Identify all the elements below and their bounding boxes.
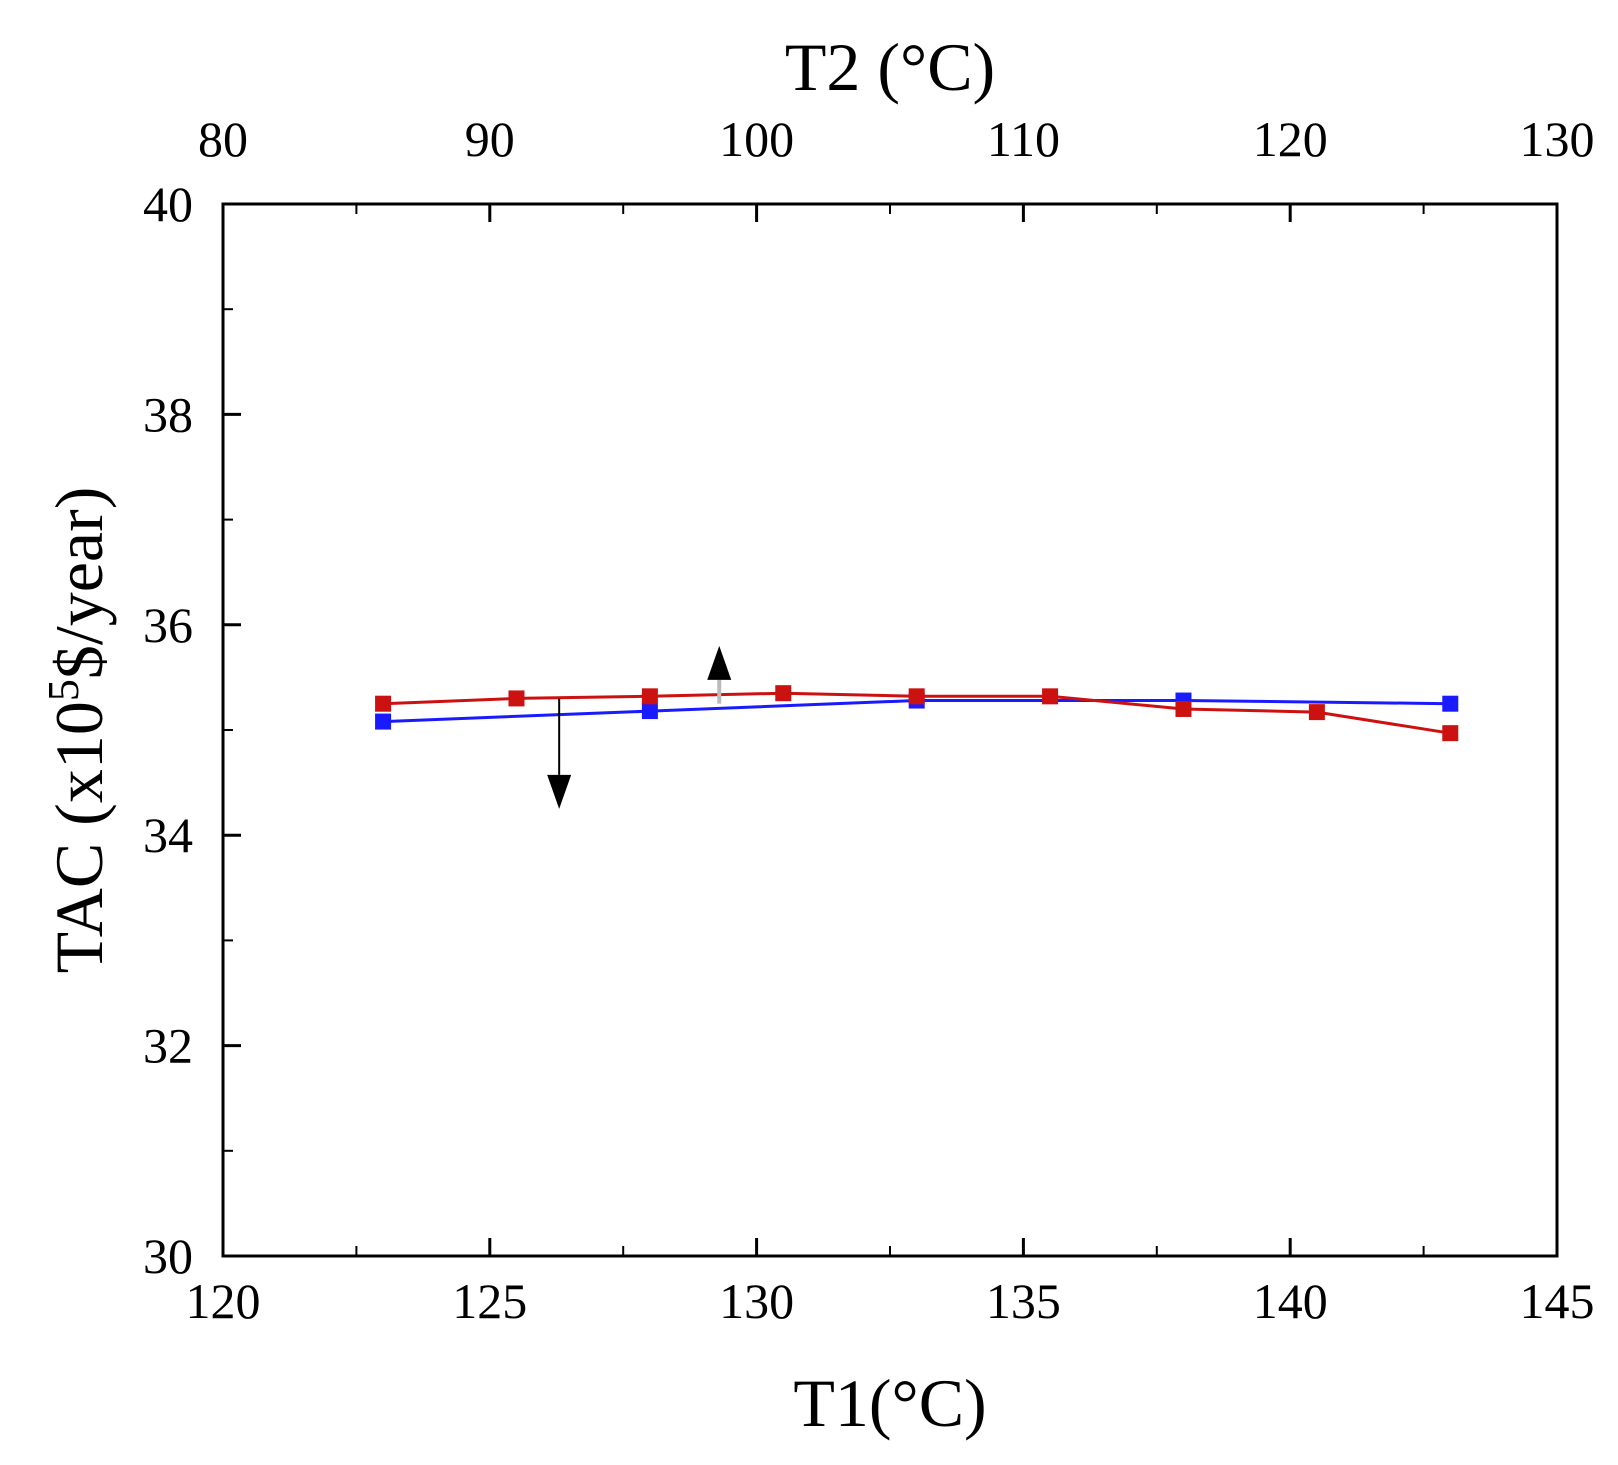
y-tick-label: 34 bbox=[143, 807, 193, 863]
series-1-marker bbox=[508, 690, 525, 707]
x-top-tick-label: 90 bbox=[465, 111, 515, 167]
x-bottom-axis-title: T1(°C) bbox=[793, 1365, 986, 1441]
x-bottom-tick-label: 135 bbox=[986, 1273, 1061, 1329]
plot-frame bbox=[221, 202, 1559, 1258]
series-1-marker bbox=[908, 688, 925, 705]
y-tick-label: 32 bbox=[143, 1018, 193, 1074]
tick-marks bbox=[221, 202, 1559, 1258]
x-top-tick-label: 80 bbox=[198, 111, 248, 167]
tick-labels: 120 125 130 135 140 145 80 90 100 110 120 130 30 32 34… bbox=[143, 111, 1595, 1329]
series-1-marker bbox=[1175, 700, 1192, 717]
y-tick-label: 40 bbox=[143, 176, 193, 232]
y-axis-title-suffix: $/year) bbox=[41, 487, 117, 680]
x-bottom-tick-label: 140 bbox=[1253, 1273, 1328, 1329]
series-1-marker bbox=[641, 688, 658, 705]
x-top-tick-label: 120 bbox=[1253, 111, 1328, 167]
y-tick-label: 38 bbox=[143, 386, 193, 442]
arrow-0-head bbox=[707, 645, 732, 680]
series-1-marker bbox=[775, 685, 792, 702]
y-tick-label: 36 bbox=[143, 597, 193, 653]
series-1-marker bbox=[1442, 725, 1459, 742]
x-top-tick-label: 130 bbox=[1520, 111, 1595, 167]
x-top-tick-label: 100 bbox=[719, 111, 794, 167]
x-top-tick-label: 110 bbox=[987, 111, 1060, 167]
x-bottom-tick-label: 120 bbox=[186, 1273, 261, 1329]
arrow-1-head bbox=[547, 774, 572, 809]
series-0-marker bbox=[375, 713, 392, 730]
series-1-marker bbox=[1308, 704, 1325, 721]
series-1-marker bbox=[1042, 688, 1059, 705]
x-bottom-tick-label: 125 bbox=[452, 1273, 527, 1329]
series-1-marker bbox=[375, 695, 392, 712]
arrow-layer bbox=[547, 645, 732, 809]
y-axis-title: TAC (x105$/year) bbox=[39, 487, 118, 974]
y-tick-label: 30 bbox=[143, 1228, 193, 1284]
series-0-marker bbox=[1442, 695, 1459, 712]
y-axis-title-exponent: 5 bbox=[39, 679, 88, 701]
series-0-marker bbox=[641, 703, 658, 720]
x-bottom-tick-label: 130 bbox=[719, 1273, 794, 1329]
y-axis-title-prefix: TAC (x10 bbox=[41, 701, 117, 973]
x-top-axis-title: T2 (°C) bbox=[785, 29, 995, 105]
series-layer bbox=[375, 685, 1459, 742]
x-bottom-tick-label: 145 bbox=[1520, 1273, 1595, 1329]
